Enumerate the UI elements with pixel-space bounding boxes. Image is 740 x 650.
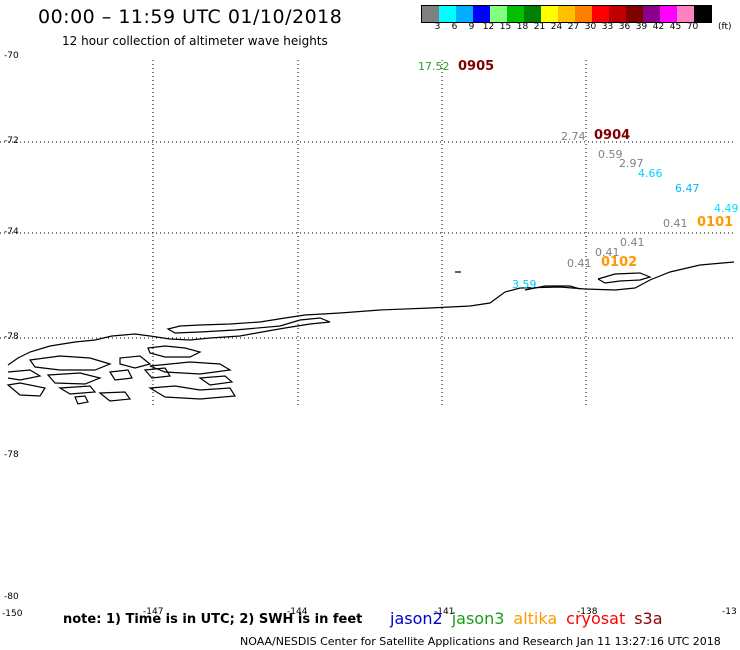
graticule xyxy=(0,60,734,405)
color-swatch xyxy=(524,6,541,22)
lon-label: -13 xyxy=(722,607,737,617)
color-swatch xyxy=(694,6,711,22)
lat-label: -70 xyxy=(4,51,19,61)
color-scale-bar xyxy=(421,5,712,23)
color-swatch xyxy=(677,6,694,22)
pass-time-label: 0904 xyxy=(594,128,631,143)
legend-cryosat: cryosat xyxy=(566,609,626,628)
color-scale-tick: 12 xyxy=(482,22,495,32)
footer-credit: NOAA/NESDIS Center for Satellite Applica… xyxy=(240,635,721,648)
pass-time-label: 0101 xyxy=(697,215,734,230)
color-scale-tick: 45 xyxy=(669,22,682,32)
map-title: 00:00 – 11:59 UTC 01/10/2018 xyxy=(38,6,343,28)
lon-label: -150 xyxy=(2,609,23,619)
color-swatch xyxy=(456,6,473,22)
map-subtitle: 12 hour collection of altimeter wave hei… xyxy=(62,34,328,48)
wave-height-label: 0.41 xyxy=(567,257,592,270)
pass-time-label: 0905 xyxy=(458,59,495,74)
satellite-legend: jason2 jason3 altika cryosat s3a xyxy=(390,609,663,628)
wave-height-label: 0.41 xyxy=(595,246,620,259)
color-swatch xyxy=(439,6,456,22)
legend-s3a: s3a xyxy=(634,609,663,628)
color-scale-tick: 39 xyxy=(635,22,648,32)
lon-label: -147 xyxy=(143,607,164,617)
color-swatch xyxy=(626,6,643,22)
color-scale-tick: 15 xyxy=(499,22,512,32)
color-scale-tick: 18 xyxy=(516,22,529,32)
color-swatch xyxy=(473,6,490,22)
color-swatch xyxy=(609,6,626,22)
lat-label: -80 xyxy=(4,592,19,602)
lon-label: -144 xyxy=(287,607,308,617)
wave-height-label: 2.97 xyxy=(619,157,644,170)
lon-label: -138 xyxy=(577,607,598,617)
color-scale-tick: 30 xyxy=(584,22,597,32)
color-scale-tick: 70 xyxy=(686,22,699,32)
color-scale-ticks: 3 6 9 12 15 18 21 24 27 30 33 36 39 42 45 70 xyxy=(421,22,701,32)
color-swatch xyxy=(490,6,507,22)
color-scale-tick: 21 xyxy=(533,22,546,32)
color-swatch xyxy=(541,6,558,22)
color-swatch xyxy=(643,6,660,22)
wave-height-label: 0.41 xyxy=(663,217,688,230)
wave-height-label: 6.47 xyxy=(675,182,700,195)
wave-height-label: 4.66 xyxy=(638,167,663,180)
legend-jason2: jason2 xyxy=(390,609,443,628)
pass-time-label: 0102 xyxy=(601,255,638,270)
wave-height-label: 2.74 xyxy=(561,130,586,143)
color-swatch xyxy=(558,6,575,22)
color-swatch xyxy=(507,6,524,22)
lat-label: -78 xyxy=(4,450,19,460)
color-swatch xyxy=(575,6,592,22)
color-scale-tick: 24 xyxy=(550,22,563,32)
color-scale-tick: 36 xyxy=(618,22,631,32)
color-swatch xyxy=(660,6,677,22)
wave-height-label: 3.59 xyxy=(512,278,537,291)
lat-label: -78 xyxy=(4,332,19,342)
color-scale-tick: 33 xyxy=(601,22,614,32)
wave-height-label: 0.41 xyxy=(620,236,645,249)
color-scale-tick: 27 xyxy=(567,22,580,32)
lat-label: -74 xyxy=(4,227,19,237)
color-scale-tick: 42 xyxy=(652,22,665,32)
lat-label: -72 xyxy=(4,136,19,146)
wave-height-label: 4.49 xyxy=(714,202,739,215)
wave-height-label: 17.52 xyxy=(418,60,450,73)
legend-altika: altika xyxy=(513,609,558,628)
color-swatch xyxy=(592,6,609,22)
coastline xyxy=(6,261,735,405)
color-scale-tick: 6 xyxy=(451,22,458,32)
color-scale-units: (ft) xyxy=(718,22,732,32)
color-scale-tick: 3 xyxy=(434,22,441,32)
wave-height-label: 0.59 xyxy=(598,148,623,161)
legend-jason3: jason3 xyxy=(451,609,505,628)
lon-label: -141 xyxy=(434,607,455,617)
note-text: note: 1) Time is in UTC; 2) SWH is in fe… xyxy=(63,612,363,627)
color-swatch xyxy=(422,6,439,22)
color-scale-tick: 9 xyxy=(468,22,475,32)
